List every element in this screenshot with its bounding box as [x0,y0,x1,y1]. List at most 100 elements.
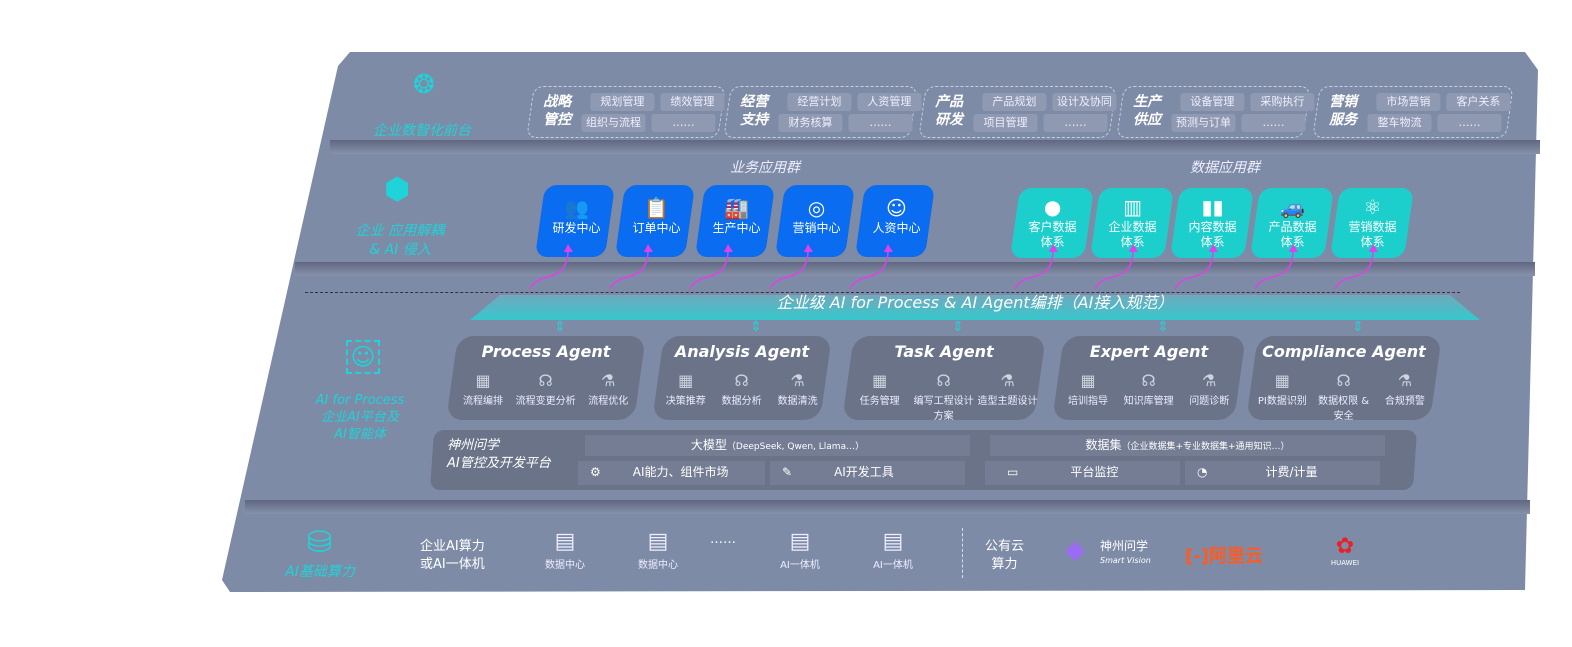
arrow-head [1049,244,1058,252]
capability-icon: ▦ [678,371,694,390]
agent-capability[interactable]: ▦ 培训指导 [1058,370,1118,407]
platform-name: 神州问学 AI管控及开发平台 [447,438,551,471]
server-item: ▤ AI一体机 [868,528,918,571]
capability-icon: ☊ [1336,371,1351,390]
capability-icon: ⚗ [1202,371,1217,390]
enterprise-compute: 企业AI算力 或AI一体机 [420,539,485,572]
down-arrow-icon: ⇕ [1157,319,1169,335]
layer-label-apps: 企业 应用解耦 & AI 侵入 [355,223,445,258]
agent-capability[interactable]: ⚗ 流程优化 [577,370,639,407]
server-item: ▤ 数据中心 [540,528,590,571]
connector-arrow [1174,249,1214,290]
dashed-separator [305,292,1460,293]
agent-card[interactable]: Task Agent ▦ 任务管理 ☊ 编写工程设计方案 ⚗ 造型主题设计 [842,336,1046,422]
capability-icon: ⚗ [790,371,805,390]
capability-icon: ⚗ [601,371,616,390]
layer-label-ai: AI for Process 企业AI平台及 AI智能体 [315,393,405,442]
agent-capability[interactable]: ☊ 知识库管理 [1119,370,1179,407]
devtools-bar[interactable]: ✎ AI开发工具 [770,461,965,485]
market-bar[interactable]: ⚙ AI能力、组件市场 [578,461,765,485]
layer-label-front: 企业数智化前台 [373,123,471,139]
agent-card[interactable]: Compliance Agent ▦ PI数据识别 ☊ 数据权限 & 安全 ⚗ 合规预警 [1246,336,1442,422]
server-icon: ▤ [789,529,811,554]
monitor-bar[interactable]: ▭ 平台监控 [985,461,1180,485]
arrow-head [1129,244,1138,252]
server-icon: ▤ [882,529,904,554]
arrow-head [1209,244,1218,252]
agent-capability[interactable]: ☊ 数据权限 & 安全 [1313,370,1374,422]
agent-capability[interactable]: ☊ 流程变更分析 [515,371,576,407]
agent-capability[interactable]: ⚗ 造型主题设计 [977,371,1038,407]
capability-icon: ☊ [734,371,749,390]
agent-capability[interactable]: ⚗ 合规预警 [1375,370,1436,407]
arrow-head [724,244,733,252]
dataset-bar: 数据集（企业数据集+专业数据集+通用知识…） [990,435,1385,456]
agent-title: Expert Agent [1089,342,1209,361]
connector-arrow [769,249,809,290]
connector-arrow [689,249,729,290]
huawei-logo: ✿ HUAWEI [1330,534,1360,568]
servers-ellipsis: …… [710,532,736,547]
layer-divider [295,262,1535,276]
public-cloud: 公有云 算力 [985,539,1025,572]
layer-divider [330,140,1540,154]
aliyun-logo: [-]阿里云 [1185,546,1263,567]
capability-icon: ⚗ [1397,371,1413,390]
connector-arrow [1254,249,1294,290]
down-arrow-icon: ⇕ [554,319,566,335]
network-node-icon: ⬢ [384,172,411,207]
arrow-head [884,244,893,252]
server-item: ▤ AI一体机 [775,528,825,571]
agent-capability[interactable]: ☊ 数据分析 [714,370,769,407]
capability-icon: ☊ [936,371,951,390]
orchestration-banner [470,295,1480,320]
market-icon: ⚙ [590,465,601,479]
arrow-head [564,244,573,252]
agent-title: Analysis Agent [674,342,810,361]
infra-divider [962,528,963,578]
layer-label-infra: AI基础算力 [285,564,355,580]
billing-bar[interactable]: ◔ 计费/计量 [1185,461,1380,485]
agent-card[interactable]: Process Agent ▦ 流程编排 ☊ 流程变更分析 ⚗ 流程优化 [446,336,646,420]
agent-capability[interactable]: ▦ 流程编排 [452,370,514,407]
capability-icon: ▦ [1080,371,1096,390]
capability-icon: ⚗ [1000,371,1015,390]
data-apps-title: 数据应用群 [1190,160,1260,176]
face-scan-icon: ☺ [346,340,380,374]
agent-capability[interactable]: ▦ PI数据识别 [1252,370,1313,407]
server-icon: ▤ [554,529,576,554]
server-icon: ▤ [647,529,669,554]
connector-arrow [849,249,889,290]
arrow-head [644,244,653,252]
connector-arrow [609,249,649,290]
arrow-head [1289,244,1298,252]
agent-capability[interactable]: ⚗ 问题诊断 [1179,370,1239,407]
connector-arrow [1014,249,1054,290]
llm-bar: 大模型（DeepSeek, Qwen, Llama…） [585,435,970,456]
monitor-icon: ▭ [1007,465,1019,479]
agent-card[interactable]: Analysis Agent ▦ 决策推荐 ☊ 数据分析 ⚗ 数据清洗 [652,336,832,420]
down-arrow-icon: ⇕ [1352,319,1364,335]
brain-icon: ❂ [413,70,435,100]
connector-arrow [529,249,569,290]
capability-icon: ☊ [538,371,553,390]
agent-capability[interactable]: ☊ 编写工程设计方案 [913,371,974,422]
database-icon: ⛁ [307,525,333,560]
agent-capability[interactable]: ▦ 决策推荐 [658,370,713,407]
business-apps-title: 业务应用群 [730,160,800,176]
capability-icon: ☊ [1141,371,1156,390]
agent-title: Task Agent [894,342,994,361]
agent-capability[interactable]: ⚗ 数据清洗 [770,370,825,407]
agent-capability[interactable]: ▦ 任务管理 [848,370,911,407]
smart-vision-name: 神州问学 Smart Vision [1100,539,1151,566]
connector-arrow [1094,249,1134,290]
down-arrow-icon: ⇕ [952,319,964,335]
devtools-icon: ✎ [782,465,793,479]
capability-icon: ▦ [872,371,888,390]
layer-divider [245,500,1530,514]
agent-card[interactable]: Expert Agent ▦ 培训指导 ☊ 知识库管理 ⚗ 问题诊断 [1052,336,1246,420]
banner-text: 企业级 AI for Process & AI Agent编排（AI接入规范） [776,293,1174,312]
server-item: ▤ 数据中心 [633,528,683,571]
arrow-head [804,244,813,252]
